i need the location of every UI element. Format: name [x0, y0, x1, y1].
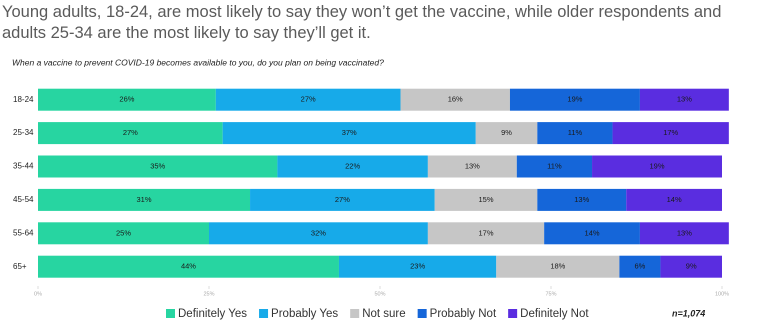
legend-label: Not sure — [362, 308, 405, 320]
x-tick-label: 0% — [34, 291, 42, 297]
legend-label: Probably Yes — [271, 308, 338, 320]
value-label: 11% — [568, 128, 583, 137]
y-tick-label: 18-24 — [13, 95, 34, 104]
value-label: 26% — [119, 95, 134, 104]
sample-size: n=1,074 — [672, 308, 705, 318]
y-tick-label: 65+ — [13, 262, 27, 271]
bar-segment — [509, 88, 640, 111]
bar-segment — [626, 188, 722, 211]
legend-label: Definitely Not — [520, 308, 589, 320]
value-label: 9% — [501, 128, 512, 137]
y-tick-label: 45-54 — [13, 195, 34, 204]
value-label: 25% — [116, 228, 131, 237]
value-label: 37% — [342, 128, 357, 137]
value-label: 19% — [650, 161, 665, 170]
bar-segment — [619, 255, 661, 278]
legend-swatch — [166, 309, 175, 318]
y-tick-label: 25-34 — [13, 128, 34, 137]
bar-segment — [427, 155, 517, 178]
chart-title: Young adults, 18-24, are most likely to … — [2, 3, 722, 42]
value-label: 13% — [677, 95, 692, 104]
value-label: 23% — [410, 262, 425, 271]
value-label: 16% — [448, 95, 463, 104]
value-label: 13% — [574, 195, 589, 204]
value-label: 19% — [567, 95, 582, 104]
value-label: 15% — [479, 195, 494, 204]
value-label: 11% — [547, 161, 562, 170]
bar-segment — [639, 222, 729, 245]
value-label: 27% — [123, 128, 138, 137]
value-label: 13% — [677, 228, 692, 237]
bar-segment — [338, 255, 497, 278]
bar-segment — [400, 88, 510, 111]
legend-label: Probably Not — [430, 308, 497, 320]
value-label: 31% — [137, 195, 152, 204]
bar-segment — [660, 255, 722, 278]
bar-segment — [277, 155, 428, 178]
bar-segment — [537, 188, 627, 211]
legend-swatch — [259, 309, 269, 318]
legend-swatch — [350, 309, 360, 318]
y-tick-label: 55-64 — [13, 228, 34, 237]
bar-segment — [544, 222, 640, 245]
value-label: 44% — [181, 262, 196, 271]
x-tick-label: 100% — [715, 291, 729, 297]
legend-swatch — [508, 309, 518, 318]
y-tick-label: 35-44 — [13, 162, 34, 171]
legend-label: Definitely Yes — [178, 308, 247, 320]
value-label: 17% — [663, 128, 678, 137]
bar-segment — [38, 88, 216, 111]
bar-segment — [496, 255, 620, 278]
bar-segment — [612, 122, 729, 145]
value-label: 27% — [335, 195, 350, 204]
x-tick-label: 50% — [374, 291, 385, 297]
value-label: 6% — [634, 262, 645, 271]
bar-segment — [215, 88, 401, 111]
value-label: 13% — [465, 161, 480, 170]
value-label: 9% — [686, 262, 697, 271]
bar-segment — [38, 255, 339, 278]
bar-segment — [38, 155, 278, 178]
bar-segment — [250, 188, 435, 211]
bar-segment — [537, 122, 613, 145]
bar-segment — [222, 122, 476, 145]
value-label: 18% — [550, 262, 565, 271]
bar-segment — [38, 122, 223, 145]
value-label: 22% — [345, 161, 360, 170]
bar-segment — [427, 222, 545, 245]
legend-swatch — [417, 309, 427, 318]
bar-segment — [209, 222, 428, 245]
chart-subtitle: When a vaccine to prevent COVID-19 becom… — [12, 57, 384, 67]
bar-segment — [38, 222, 209, 245]
bar-segment — [475, 122, 538, 145]
bar-segment — [434, 188, 538, 211]
value-label: 35% — [150, 161, 165, 170]
value-label: 27% — [301, 95, 316, 104]
value-label: 14% — [667, 195, 682, 204]
value-label: 32% — [311, 228, 326, 237]
x-tick-label: 25% — [203, 291, 214, 297]
bar-segment — [516, 155, 593, 178]
bar-segment — [592, 155, 722, 178]
value-label: 14% — [585, 228, 600, 237]
x-tick-label: 75% — [545, 291, 556, 297]
value-label: 17% — [479, 228, 494, 237]
bar-segment — [38, 188, 251, 211]
bar-segment — [639, 88, 729, 111]
